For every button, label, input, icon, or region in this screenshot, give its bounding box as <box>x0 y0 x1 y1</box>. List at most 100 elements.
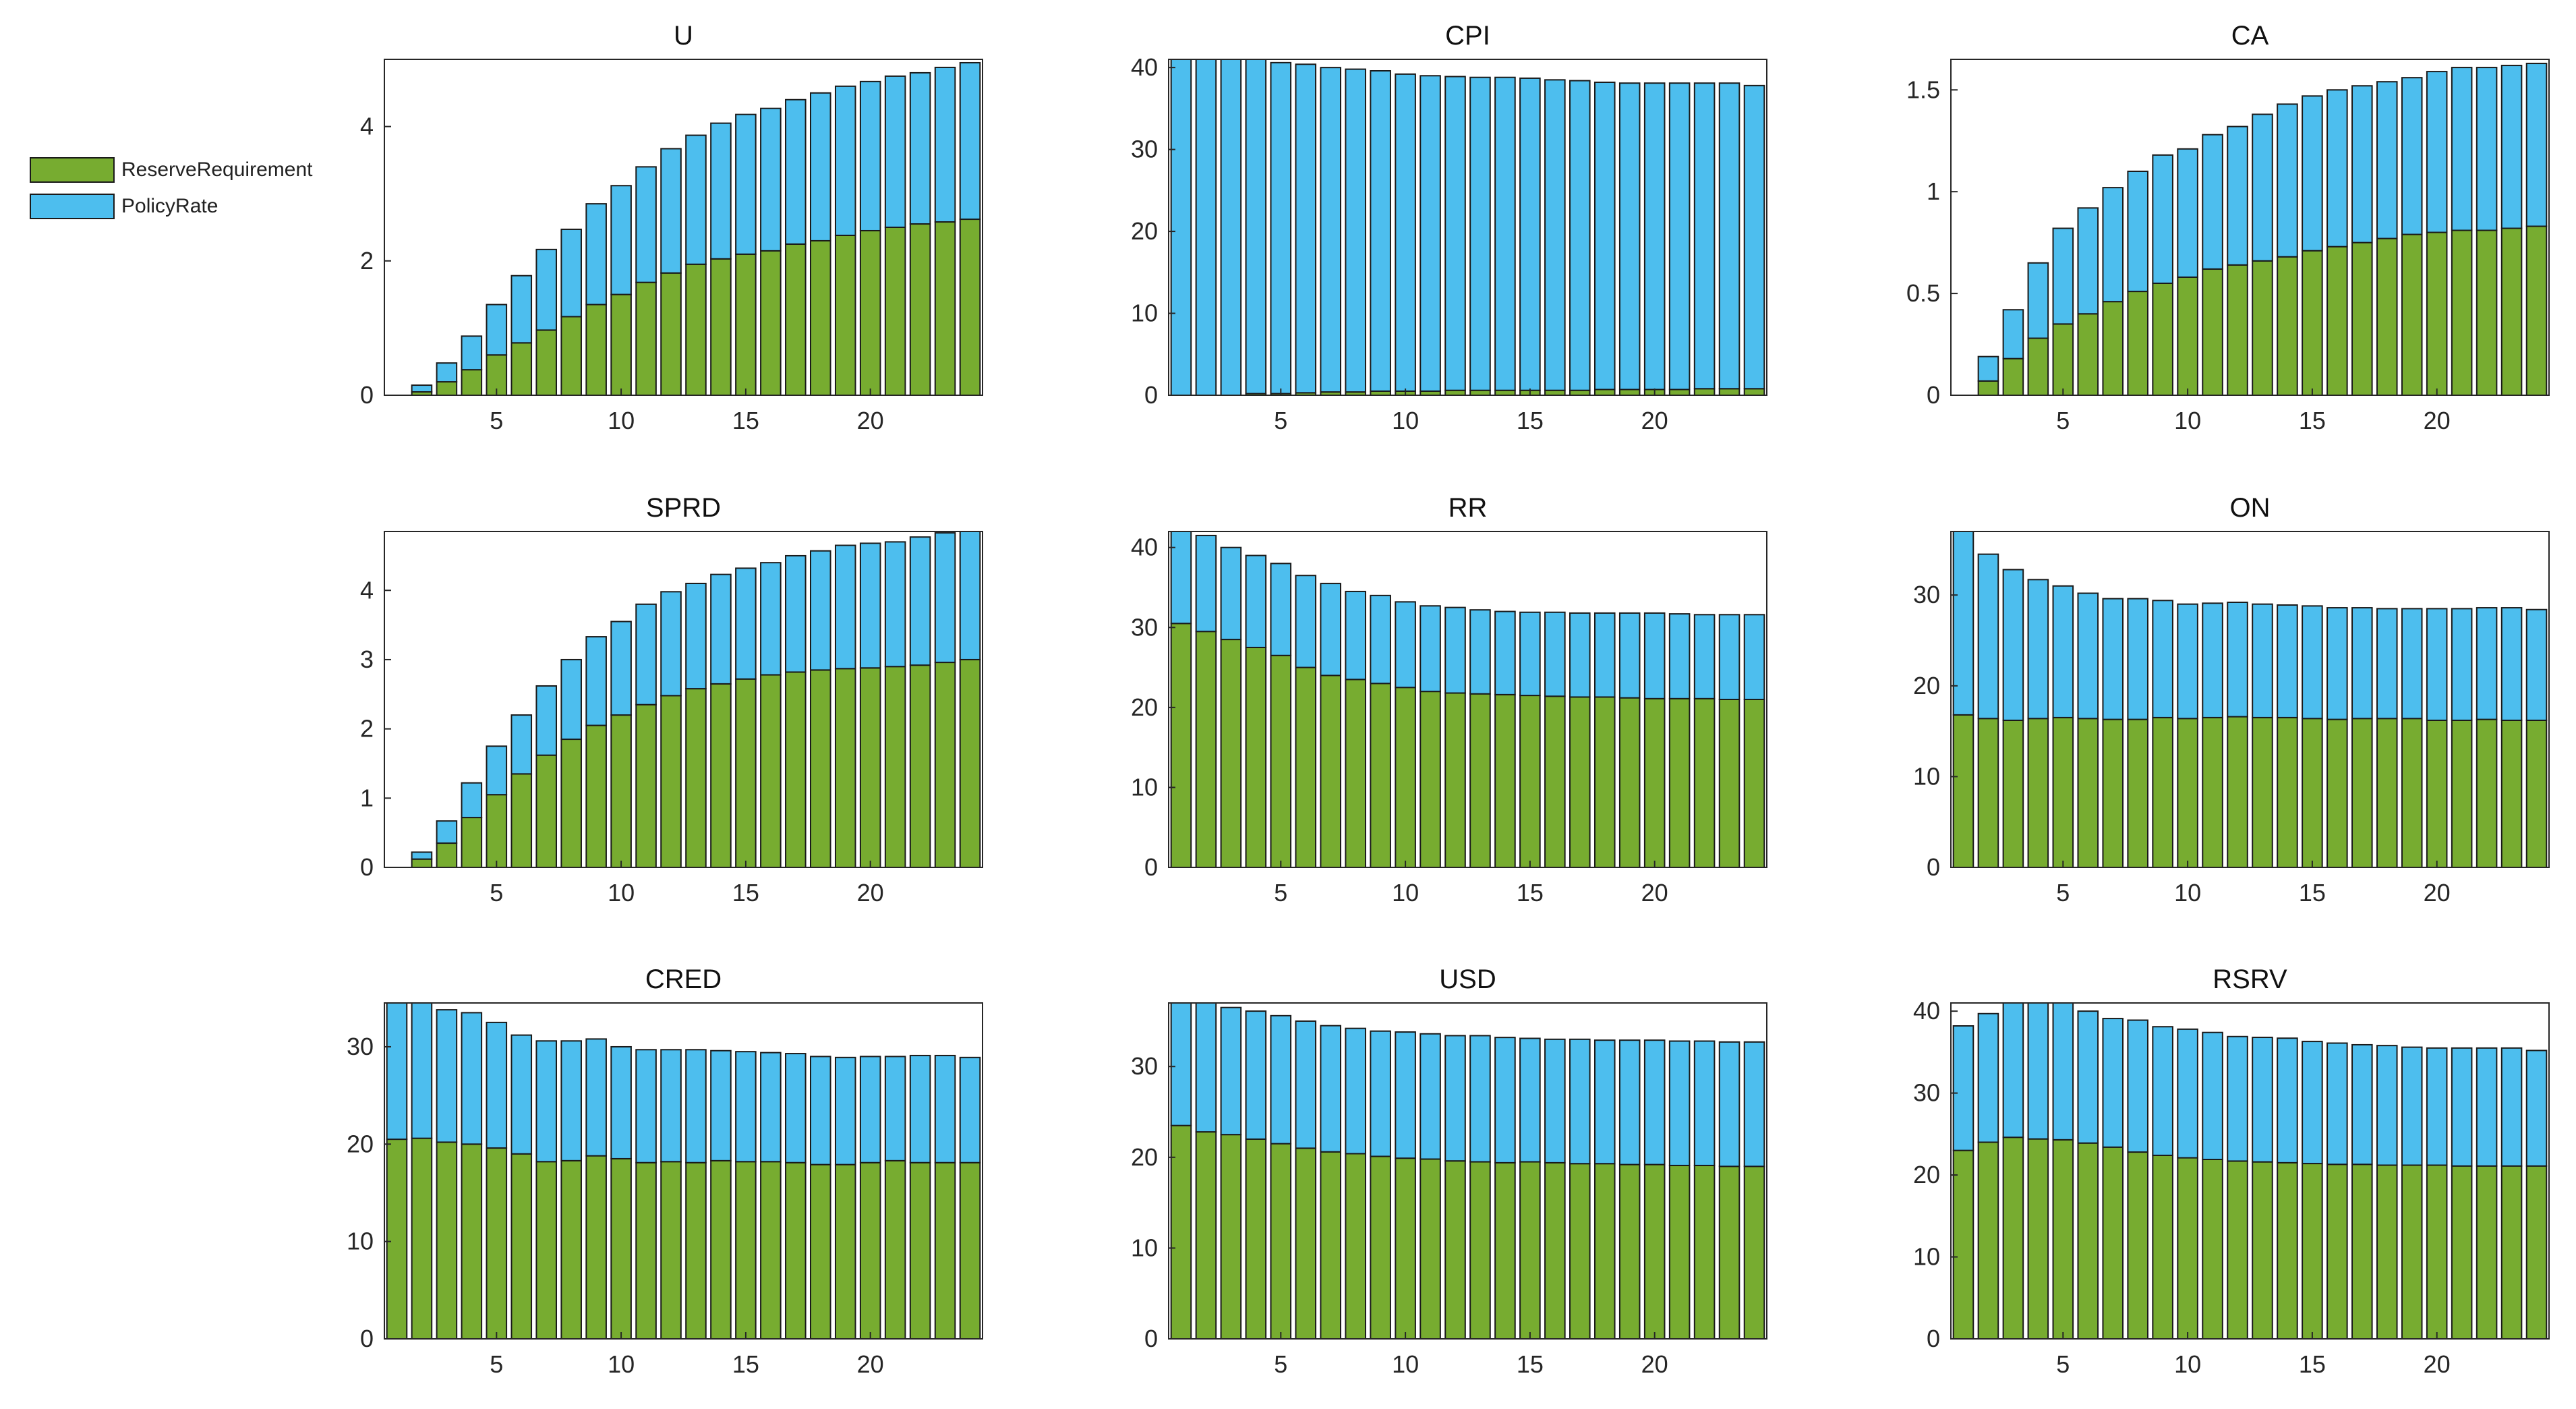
chart-u-bar-policyrate-14 <box>710 122 732 260</box>
chart-sprd-bar-policyrate-11 <box>635 603 657 706</box>
chart-sprd-ytick-label-3: 3 <box>360 645 374 673</box>
chart-rr-bar-policyrate-15 <box>1519 611 1541 697</box>
chart-cred-bar-reserverequirement-10 <box>610 1157 632 1340</box>
chart-rr-bar-policyrate-23 <box>1718 614 1740 700</box>
chart-rsrv-bar-reserverequirement-7 <box>2102 1146 2124 1340</box>
chart-u-xtick-label-15: 15 <box>732 407 759 434</box>
chart-cred-bar-reserverequirement-21 <box>884 1159 906 1340</box>
chart-sprd-bar-policyrate-5 <box>486 745 508 796</box>
chart-usd-xtick-label-10: 10 <box>1392 1350 1419 1378</box>
chart-cpi-ytick-label-30: 30 <box>1131 136 1158 163</box>
chart-rsrv-bar-policyrate-6 <box>2077 1010 2099 1144</box>
chart-cred-bar-policyrate-19 <box>834 1056 856 1166</box>
chart-cpi-bar-policyrate-2 <box>1195 59 1217 396</box>
chart-rr-bar-policyrate-18 <box>1593 612 1616 698</box>
chart-rr-bar-reserverequirement-22 <box>1693 697 1716 869</box>
chart-u-bar-policyrate-18 <box>809 92 831 241</box>
chart-ca-bar-policyrate-20 <box>2426 71 2448 233</box>
chart-sprd-bar-policyrate-15 <box>735 567 757 680</box>
chart-usd-plot-area <box>1169 1003 1767 1339</box>
chart-rr-axes-box <box>1168 531 1767 868</box>
chart-sprd-bar-policyrate-10 <box>610 621 632 716</box>
chart-rsrv-bar-reserverequirement-15 <box>2302 1163 2323 1340</box>
chart-u-bar-reserverequirement-19 <box>834 234 856 396</box>
chart-on-bar-policyrate-13 <box>2252 603 2273 718</box>
chart-rr-bar-reserverequirement-23 <box>1718 699 1740 868</box>
chart-usd-bar-policyrate-21 <box>1668 1040 1691 1166</box>
chart-rsrv-bar-policyrate-18 <box>2376 1045 2398 1166</box>
chart-u-bar-policyrate-11 <box>635 166 657 283</box>
chart-cpi-bar-reserverequirement-14 <box>1494 389 1516 397</box>
chart-u-plot-area <box>384 59 983 395</box>
chart-cred-ytick-label-0: 0 <box>360 1325 374 1352</box>
chart-on-bar-policyrate-19 <box>2401 608 2423 720</box>
chart-cred-bar-reserverequirement-13 <box>685 1161 707 1340</box>
chart-sprd-bar-reserverequirement-24 <box>959 658 981 868</box>
chart-cred-bar-reserverequirement-9 <box>585 1155 607 1340</box>
chart-usd-bar-reserverequirement-2 <box>1195 1131 1217 1340</box>
chart-rr-bar-policyrate-17 <box>1569 612 1591 698</box>
chart-u-axes-box <box>384 59 983 396</box>
chart-cpi-bar-reserverequirement-22 <box>1693 388 1716 396</box>
chart-on-bar-policyrate-8 <box>2127 598 2148 720</box>
chart-on-bar-policyrate-5 <box>2052 585 2074 718</box>
chart-cpi-bar-policyrate-8 <box>1345 68 1366 393</box>
chart-rr-bar-reserverequirement-7 <box>1320 674 1342 869</box>
chart-rsrv-bar-reserverequirement-1 <box>1952 1149 1974 1340</box>
chart-on-bar-reserverequirement-11 <box>2202 716 2223 869</box>
chart-rsrv-bar-policyrate-9 <box>2152 1026 2173 1156</box>
chart-sprd-bar-reserverequirement-16 <box>760 674 782 868</box>
chart-cred-bar-policyrate-22 <box>909 1054 931 1163</box>
chart-cred-bar-policyrate-18 <box>809 1056 831 1166</box>
chart-cred-xtick-label-5: 5 <box>490 1350 503 1378</box>
chart-cred-bar-policyrate-15 <box>735 1051 757 1163</box>
chart-rr-bar-policyrate-7 <box>1320 583 1342 677</box>
chart-cpi-bar-policyrate-3 <box>1220 59 1242 396</box>
chart-on-bar-reserverequirement-17 <box>2351 718 2373 869</box>
chart-ca-bar-reserverequirement-20 <box>2426 231 2448 396</box>
chart-usd-ytick-label-0: 0 <box>1144 1325 1158 1352</box>
chart-usd-ytick-label-20: 20 <box>1131 1143 1158 1171</box>
chart-rr-ytick-label-20: 20 <box>1131 693 1158 721</box>
chart-ca-bar-policyrate-9 <box>2152 154 2173 284</box>
chart-sprd-bar-policyrate-3 <box>436 820 458 844</box>
chart-rr-bar-reserverequirement-19 <box>1618 697 1641 868</box>
chart-sprd-xtick-label-15: 15 <box>732 879 759 907</box>
legend-item-policy-rate: PolicyRate <box>30 192 218 221</box>
chart-cpi-bar-policyrate-13 <box>1469 76 1491 391</box>
chart-on-ytick-label-20: 20 <box>1913 672 1940 699</box>
legend-swatch-reserve-requirement <box>30 157 115 183</box>
chart-rr-ytick-label-0: 0 <box>1144 853 1158 881</box>
chart-usd-bar-reserverequirement-12 <box>1444 1160 1466 1340</box>
chart-cpi-ytick-label-10: 10 <box>1131 299 1158 327</box>
chart-on-bar-policyrate-9 <box>2152 600 2173 718</box>
chart-rsrv-bar-reserverequirement-22 <box>2476 1165 2498 1340</box>
chart-ca-bar-policyrate-14 <box>2277 103 2298 258</box>
chart-cred-bar-reserverequirement-16 <box>760 1161 782 1340</box>
chart-u-bar-reserverequirement-24 <box>959 219 981 396</box>
chart-cpi-bar-reserverequirement-16 <box>1544 389 1566 397</box>
chart-sprd-bar-policyrate-12 <box>660 591 682 697</box>
chart-rr-bar-policyrate-10 <box>1395 601 1416 689</box>
chart-on-ytick-label-0: 0 <box>1927 853 1940 881</box>
chart-usd-bar-policyrate-16 <box>1544 1038 1566 1163</box>
chart-rr-bar-reserverequirement-16 <box>1544 695 1566 869</box>
chart-cpi-bar-policyrate-9 <box>1370 70 1391 392</box>
chart-rr-bar-policyrate-19 <box>1618 612 1641 699</box>
chart-rsrv-bar-reserverequirement-6 <box>2077 1142 2099 1340</box>
chart-cred-bar-reserverequirement-24 <box>959 1161 981 1340</box>
chart-u-bar-reserverequirement-14 <box>710 258 732 397</box>
chart-usd-bar-policyrate-5 <box>1270 1014 1292 1145</box>
chart-cpi-bar-policyrate-16 <box>1544 79 1566 391</box>
chart-ca-bar-reserverequirement-16 <box>2326 246 2348 396</box>
chart-cred-bar-reserverequirement-2 <box>411 1137 433 1340</box>
chart-on-bar-reserverequirement-3 <box>2002 719 2024 869</box>
chart-cpi-bar-policyrate-23 <box>1718 82 1740 390</box>
chart-cpi-bar-policyrate-18 <box>1593 82 1616 391</box>
chart-rsrv-bar-reserverequirement-11 <box>2202 1158 2223 1340</box>
chart-rsrv-xtick-label-15: 15 <box>2299 1350 2326 1378</box>
chart-on-bar-reserverequirement-4 <box>2027 718 2049 869</box>
chart-u-bar-policyrate-15 <box>735 113 757 255</box>
chart-u-bar-policyrate-19 <box>834 85 856 236</box>
chart-on-xtick-label-15: 15 <box>2299 879 2326 907</box>
